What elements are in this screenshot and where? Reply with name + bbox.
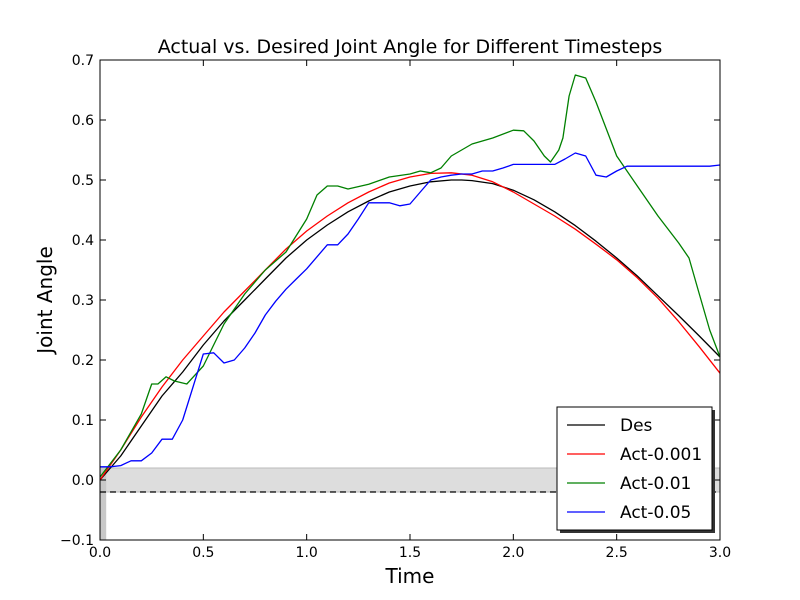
plot-axes: 0.0 0.5 1.0 1.5 2.0 2.5 3.0−0.10.00.10.20.30.4…: [60, 53, 731, 561]
series-line-act-0-05: [100, 152, 721, 468]
y-tick-label: 0.7: [72, 53, 94, 69]
legend-box: [556, 406, 713, 531]
x-tick-label: 3.0: [709, 545, 731, 561]
series-line-act-0-001: [99, 172, 721, 481]
y-tick-label: 0.2: [72, 353, 94, 369]
x-tick-label: 1.0: [296, 545, 318, 561]
y-tick-label: 0.1: [72, 413, 94, 429]
x-tick-label: 0.0: [89, 545, 111, 561]
x-tick-label: 2.5: [606, 545, 628, 561]
y-tick-label: 0.5: [72, 173, 94, 189]
legend-label: Act-0.01: [620, 474, 691, 494]
x-tick-label: 0.5: [192, 545, 214, 561]
legend: Des Act-0.001 Act-0.01 Act-0.05: [556, 406, 715, 533]
legend-item: Act-0.01: [567, 474, 691, 494]
chart-title: Actual vs. Desired Joint Angle for Diffe…: [158, 36, 663, 58]
legend-item: Act-0.001: [567, 445, 702, 465]
y-axis-label: Joint Angle: [33, 246, 57, 355]
legend-label: Des: [620, 416, 653, 436]
legend-item: Act-0.05: [567, 503, 691, 523]
series-line-des: [99, 179, 721, 481]
x-tick-label: 2.0: [502, 545, 524, 561]
shaded-strip: [100, 468, 107, 540]
legend-label: Act-0.001: [620, 445, 702, 465]
legend-label: Act-0.05: [620, 503, 691, 523]
x-tick-label: 1.5: [399, 545, 421, 561]
y-tick-label: −0.1: [60, 533, 94, 549]
legend-item: Des: [567, 416, 653, 436]
y-tick-label: 0.4: [72, 233, 94, 249]
y-tick-label: 0.3: [72, 293, 94, 309]
y-tick-label: 0.6: [72, 113, 94, 129]
y-tick-label: 0.0: [72, 473, 94, 489]
legend-items: Des Act-0.001 Act-0.01 Act-0.05: [567, 416, 702, 523]
x-axis-label: Time: [385, 564, 435, 588]
plot-series: [99, 74, 721, 481]
